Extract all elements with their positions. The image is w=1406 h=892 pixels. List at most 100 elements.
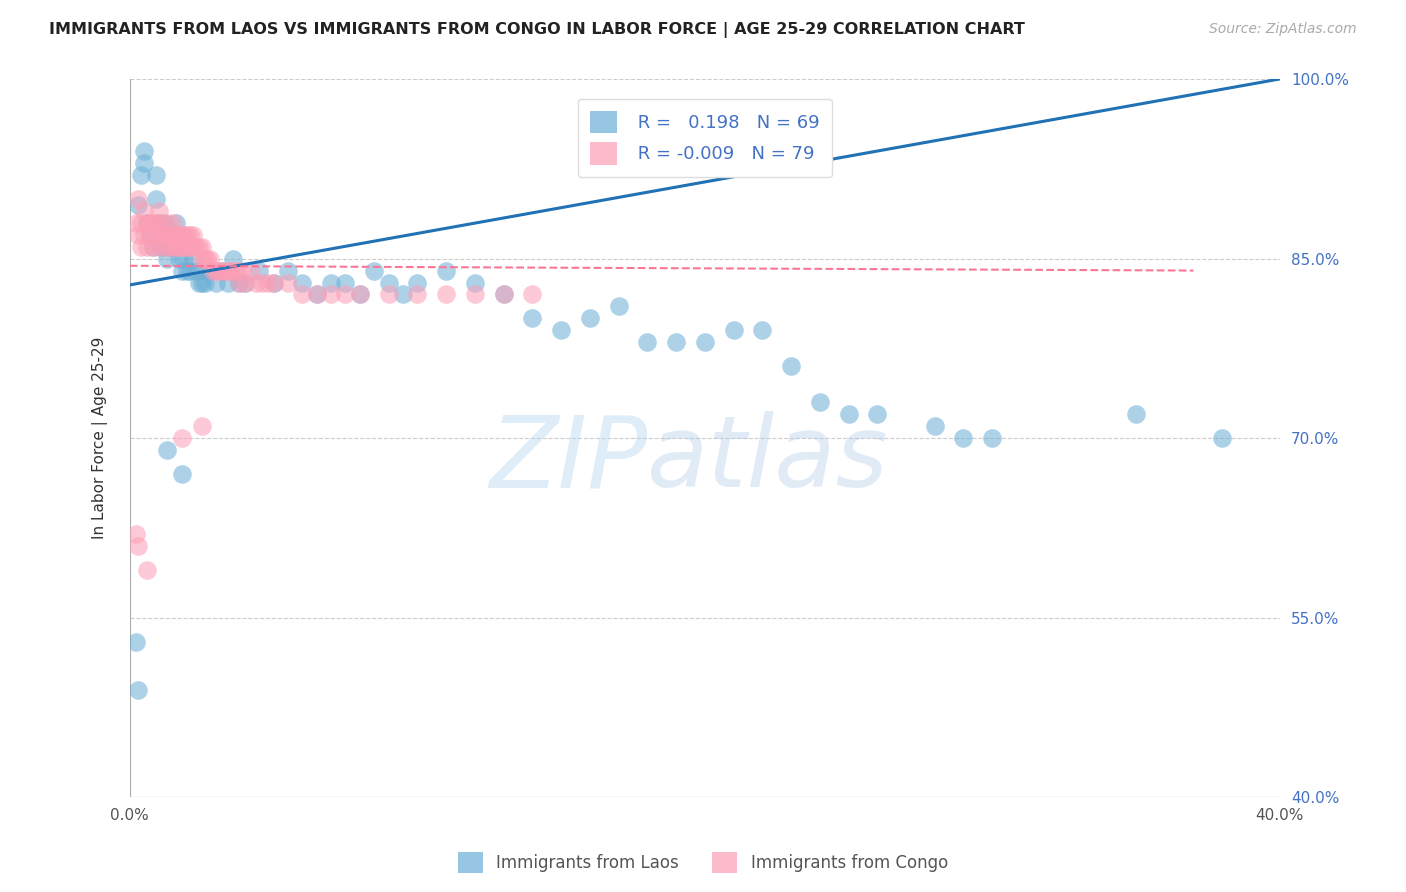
Point — [139, 216, 162, 230]
Point — [190, 239, 212, 253]
Point — [150, 239, 173, 253]
Point — [124, 527, 146, 541]
Point — [139, 227, 162, 242]
Text: IMMIGRANTS FROM LAOS VS IMMIGRANTS FROM CONGO IN LABOR FORCE | AGE 25-29 CORRELA: IMMIGRANTS FROM LAOS VS IMMIGRANTS FROM … — [49, 22, 1025, 38]
Point — [148, 239, 170, 253]
Point — [156, 252, 179, 266]
Point — [837, 407, 859, 421]
Point — [291, 276, 314, 290]
Point — [1125, 407, 1147, 421]
Point — [127, 192, 149, 206]
Text: Source: ZipAtlas.com: Source: ZipAtlas.com — [1209, 22, 1357, 37]
Point — [434, 287, 457, 301]
Point — [127, 197, 149, 211]
Point — [145, 216, 167, 230]
Point — [222, 252, 245, 266]
Point — [142, 239, 165, 253]
Point — [217, 263, 239, 277]
Point — [233, 276, 256, 290]
Point — [217, 276, 239, 290]
Point — [159, 227, 181, 242]
Point — [170, 239, 193, 253]
Point — [219, 263, 242, 277]
Point — [127, 539, 149, 553]
Point — [148, 227, 170, 242]
Point — [464, 276, 486, 290]
Point — [159, 239, 181, 253]
Point — [176, 239, 198, 253]
Point — [162, 239, 184, 253]
Point — [134, 156, 156, 170]
Point — [211, 263, 233, 277]
Point — [148, 216, 170, 230]
Point — [131, 168, 153, 182]
Point — [335, 276, 357, 290]
Point — [153, 227, 176, 242]
Point — [522, 287, 544, 301]
Point — [153, 216, 176, 230]
Legend:  R =   0.198   N = 69,  R = -0.009   N = 79: R = 0.198 N = 69, R = -0.009 N = 79 — [578, 99, 832, 178]
Point — [136, 563, 159, 577]
Point — [197, 252, 219, 266]
Point — [319, 287, 342, 301]
Point — [181, 239, 204, 253]
Point — [205, 276, 228, 290]
Point — [200, 263, 222, 277]
Point — [202, 263, 225, 277]
Point — [131, 239, 153, 253]
Point — [250, 276, 273, 290]
Point — [233, 276, 256, 290]
Point — [131, 216, 153, 230]
Point — [190, 276, 212, 290]
Point — [780, 359, 803, 374]
Point — [150, 227, 173, 242]
Point — [349, 287, 371, 301]
Point — [156, 227, 179, 242]
Text: ZIP: ZIP — [489, 411, 647, 508]
Point — [247, 263, 270, 277]
Point — [349, 287, 371, 301]
Point — [723, 323, 745, 337]
Point — [377, 287, 399, 301]
Point — [170, 431, 193, 445]
Point — [808, 395, 831, 409]
Point — [190, 252, 212, 266]
Point — [170, 467, 193, 481]
Point — [406, 276, 429, 290]
Point — [228, 276, 250, 290]
Point — [153, 227, 176, 242]
Point — [142, 216, 165, 230]
Point — [392, 287, 415, 301]
Point — [866, 407, 889, 421]
Point — [170, 227, 193, 242]
Point — [136, 239, 159, 253]
Point — [335, 287, 357, 301]
Point — [176, 227, 198, 242]
Point — [127, 682, 149, 697]
Point — [145, 192, 167, 206]
Point — [173, 227, 195, 242]
Point — [173, 252, 195, 266]
Point — [578, 311, 600, 326]
Point — [228, 276, 250, 290]
Point — [363, 263, 385, 277]
Point — [167, 252, 190, 266]
Point — [134, 203, 156, 218]
Legend: Immigrants from Laos, Immigrants from Congo: Immigrants from Laos, Immigrants from Co… — [451, 846, 955, 880]
Point — [165, 239, 187, 253]
Point — [139, 227, 162, 242]
Point — [162, 239, 184, 253]
Point — [162, 216, 184, 230]
Point — [197, 263, 219, 277]
Point — [194, 252, 217, 266]
Point — [305, 287, 328, 301]
Point — [607, 300, 630, 314]
Y-axis label: In Labor Force | Age 25-29: In Labor Force | Age 25-29 — [93, 337, 108, 540]
Point — [190, 419, 212, 434]
Point — [127, 227, 149, 242]
Point — [184, 263, 207, 277]
Point — [952, 431, 974, 445]
Point — [981, 431, 1004, 445]
Point — [636, 335, 658, 350]
Point — [263, 276, 285, 290]
